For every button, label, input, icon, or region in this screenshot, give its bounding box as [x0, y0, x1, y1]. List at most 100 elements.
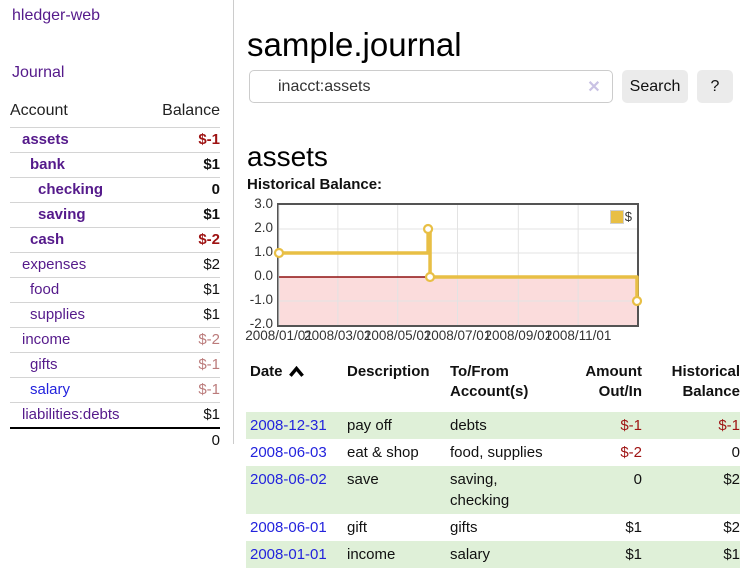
account-link[interactable]: assets	[22, 131, 69, 148]
sort-ascending-icon	[288, 365, 304, 377]
txn-accounts: food, supplies	[450, 444, 543, 461]
transactions-rows: 2008-12-31 pay off debts $-1 $-1 2008-06-03 ea…	[246, 412, 740, 568]
txn-row: 2008-12-31 pay off debts $-1 $-1	[246, 412, 740, 439]
balance-chart: $	[273, 203, 643, 327]
txn-description: save	[347, 471, 379, 488]
x-tick-label: 2008/03/01	[304, 328, 372, 343]
help-button[interactable]: ?	[697, 70, 733, 103]
txn-description: pay off	[347, 417, 392, 434]
main-content: sample.journal ✕ Search ? assets Histori…	[233, 0, 742, 582]
balance-chart-svg	[273, 205, 643, 325]
account-link[interactable]: income	[22, 331, 71, 348]
account-row: saving $1	[10, 202, 220, 228]
txn-amount: $-2	[620, 444, 642, 461]
account-balance: $1	[203, 156, 220, 173]
account-link[interactable]: food	[30, 281, 60, 298]
txn-col-to-from: To/From Account(s)	[450, 358, 565, 412]
account-row: food $1	[10, 277, 220, 303]
txn-date-link[interactable]: 2008-06-02	[250, 471, 327, 488]
account-link[interactable]: cash	[30, 231, 65, 248]
account-row: supplies $1	[10, 302, 220, 328]
account-link[interactable]: salary	[30, 381, 71, 398]
account-balance: 0	[211, 181, 220, 198]
x-tick-label: 2008/11/01	[544, 328, 612, 343]
txn-col-historical: Historical Balance	[642, 358, 740, 412]
txn-balance: $2	[723, 519, 740, 536]
txn-balance: $1	[723, 546, 740, 563]
search-button[interactable]: Search	[622, 70, 688, 103]
chart-y-axis: 3.0 2.0 1.0 0.0 -1.0 -2.0	[233, 196, 273, 333]
txn-accounts: gifts	[450, 519, 478, 536]
account-row: salary $-1	[10, 377, 220, 403]
account-balance: $1	[203, 281, 220, 298]
txn-amount: 0	[633, 471, 642, 488]
txn-col-label: Date	[250, 363, 283, 380]
chart-x-axis: 2008/01/01 2008/03/01 2008/05/01 2008/07/01…	[245, 328, 641, 346]
txn-row: 2008-06-02 save saving, checking 0 $2	[246, 466, 740, 514]
account-link[interactable]: liabilities:debts	[22, 406, 120, 423]
accounts-col-account: Account	[10, 102, 68, 119]
account-row: income $-2	[10, 327, 220, 353]
y-tick-label: 2.0	[254, 220, 273, 235]
txn-col-label: Balance	[682, 383, 740, 400]
txn-date-link[interactable]: 2008-06-03	[250, 444, 327, 461]
txn-col-amount: Amount Out/In	[565, 358, 642, 412]
x-tick-label: 2008/07/01	[423, 328, 492, 343]
transactions-header-row: Date Description To/From Account(s) Amount Ou…	[246, 358, 740, 412]
y-tick-label: 3.0	[254, 196, 273, 211]
txn-balance: 0	[731, 444, 740, 461]
account-balance: $-2	[198, 231, 220, 248]
account-link[interactable]: expenses	[22, 256, 87, 273]
txn-amount: $-1	[620, 417, 642, 434]
account-balance: $-2	[198, 331, 220, 348]
app-title-link[interactable]: hledger-web	[12, 7, 101, 24]
txn-balance: $2	[723, 471, 740, 488]
clear-search-icon[interactable]: ✕	[587, 79, 601, 96]
sidebar-divider	[233, 0, 234, 444]
account-balance: $-1	[198, 131, 220, 148]
txn-row: 2008-06-01 gift gifts $1 $2	[246, 514, 740, 541]
x-tick-label: 2008/09/01	[484, 328, 553, 343]
account-link[interactable]: gifts	[30, 356, 58, 373]
y-tick-label: 0.0	[254, 268, 273, 283]
sidebar-item-journal[interactable]: Journal	[12, 64, 65, 81]
account-balance: $1	[203, 206, 220, 223]
accounts-col-balance: Balance	[162, 102, 220, 119]
account-link[interactable]: saving	[38, 206, 86, 223]
legend-label: $	[624, 209, 632, 224]
chart-legend: $	[609, 209, 632, 224]
txn-accounts: salary	[450, 546, 491, 563]
account-balance: $2	[203, 256, 220, 273]
account-link[interactable]: bank	[30, 156, 66, 173]
txn-balance: $-1	[718, 417, 740, 434]
txn-description: income	[347, 546, 396, 563]
txn-date-link[interactable]: 2008-01-01	[250, 546, 327, 563]
page-title: sample.journal	[247, 26, 462, 64]
txn-col-label: Description	[347, 363, 430, 380]
txn-accounts: saving, checking	[450, 471, 510, 509]
accounts-header-row: Account Balance	[10, 100, 220, 128]
txn-col-label: Out/In	[598, 383, 642, 400]
txn-col-label: Historical	[671, 363, 740, 380]
account-link[interactable]: checking	[38, 181, 104, 198]
txn-date-link[interactable]: 2008-06-01	[250, 519, 327, 536]
txn-accounts: debts	[450, 417, 487, 434]
account-row: assets $-1	[10, 127, 220, 153]
search-input[interactable]	[249, 70, 613, 103]
txn-col-description: Description	[347, 358, 450, 412]
y-tick-label: -1.0	[249, 292, 273, 307]
account-link[interactable]: supplies	[30, 306, 86, 323]
chart-title: Historical Balance:	[247, 176, 383, 193]
txn-date-link[interactable]: 2008-12-31	[250, 417, 327, 434]
txn-amount: $1	[625, 519, 642, 536]
txn-amount: $1	[625, 546, 642, 563]
accounts-table: Account Balance assets $-1 bank $1 checking 0…	[10, 100, 220, 453]
txn-col-date[interactable]: Date	[246, 358, 347, 412]
account-balance: $-1	[198, 381, 220, 398]
txn-col-label: To/From	[450, 363, 509, 380]
accounts-total-row: 0	[10, 428, 220, 453]
txn-row: 2008-06-03 eat & shop food, supplies $-2 0	[246, 439, 740, 466]
account-row: liabilities:debts $1	[10, 402, 220, 428]
x-tick-label: 2008/05/01	[363, 328, 432, 343]
